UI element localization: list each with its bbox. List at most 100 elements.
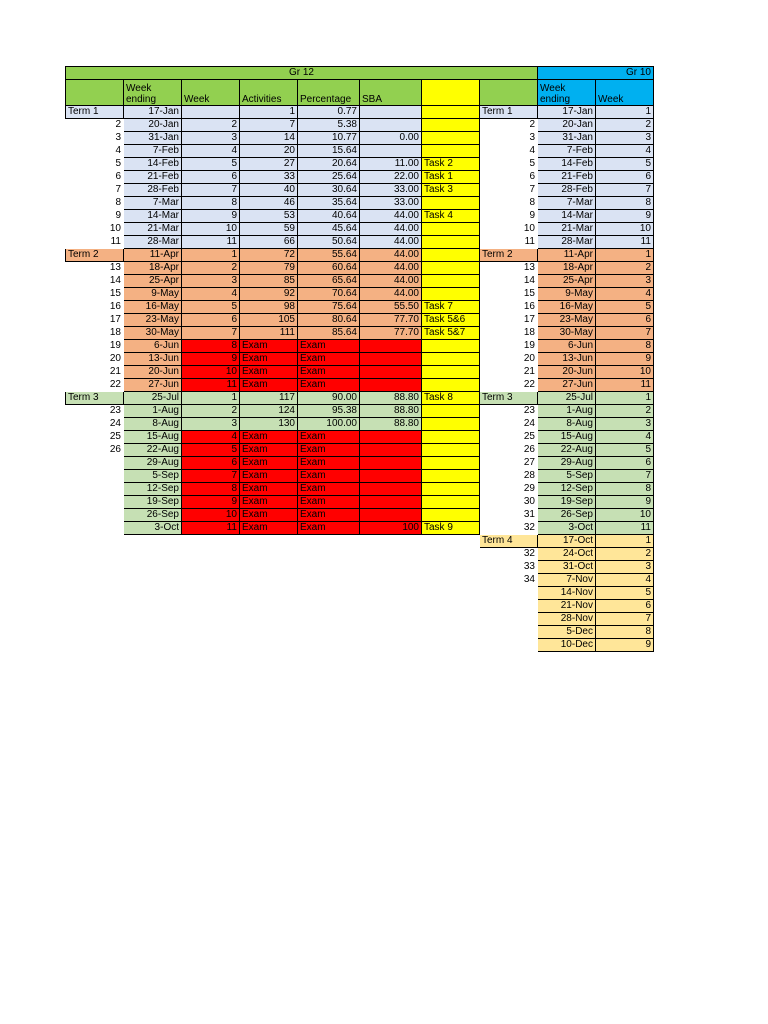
week-cell: 7 (181, 326, 240, 340)
empty-cell (422, 548, 480, 561)
empty-cell (66, 600, 124, 613)
row-number: 4 (115, 145, 121, 157)
percentage-cell: 25.64 (297, 170, 360, 184)
activities-cell: 59 (239, 222, 298, 236)
gr10-week-cell: 3 (595, 274, 654, 288)
gr10-col-header-week-ending: Week ending (537, 79, 596, 106)
table-row: Term 1 17-Jan 1 0.77 Term 1 17-Jan 1 (65, 105, 654, 119)
gr10-week-cell: 8 (595, 482, 654, 496)
row-number: 15 (109, 288, 121, 300)
table-row: 24 8-Aug 3 130 100.00 88.80 24 8-Aug 3 (66, 417, 654, 431)
gr10-week-ending-cell: 7-Feb (537, 144, 596, 158)
table-row: 12-Sep 8 Exam Exam 29 12-Sep 8 (66, 482, 654, 496)
week-cell: 4 (181, 430, 240, 444)
sba-cell: 0.00 (359, 131, 422, 145)
gr10-week-cell: 5 (595, 443, 654, 457)
week-cell: 6 (181, 170, 240, 184)
week-ending-cell: 28-Feb (123, 183, 182, 197)
activities-cell: 130 (239, 417, 298, 431)
activities-cell: Exam (239, 378, 298, 392)
week-ending-cell: 16-May (123, 300, 182, 314)
activities-cell: 66 (239, 235, 298, 249)
gr10-row-number (480, 626, 538, 639)
gr10-week-cell: 7 (595, 612, 654, 626)
gr10-week-ending-cell: 10-Dec (537, 638, 596, 652)
gr10-term-label: Term 2 (479, 248, 538, 262)
week-cell: 7 (181, 469, 240, 483)
sba-cell: 33.00 (359, 196, 422, 210)
activities-cell: 53 (239, 209, 298, 223)
week-ending-cell: 21-Mar (123, 222, 182, 236)
week-ending-cell: 31-Jan (123, 131, 182, 145)
row-number: 17 (109, 314, 121, 326)
empty-cell (422, 626, 480, 639)
gr10-week-ending-cell: 30-May (537, 326, 596, 340)
percentage-cell: Exam (297, 482, 360, 496)
term-label: Term 3 (65, 391, 124, 405)
empty-cell (360, 561, 422, 574)
gr10-row-number: 10 (523, 223, 535, 235)
row-number: 7 (115, 184, 121, 196)
gr10-week-cell: 4 (595, 573, 654, 587)
gr10-week-cell: 11 (595, 235, 654, 249)
empty-cell (66, 561, 124, 574)
table-row: 26-Sep 10 Exam Exam 31 26-Sep 10 (66, 508, 654, 522)
week-cell: 10 (181, 365, 240, 379)
gr10-week-cell: 4 (595, 144, 654, 158)
task-cell (421, 469, 480, 483)
empty-cell (360, 613, 422, 626)
gr10-week-ending-cell: 25-Apr (537, 274, 596, 288)
percentage-cell: 50.64 (297, 235, 360, 249)
percentage-cell: Exam (297, 521, 360, 535)
row-number: 26 (109, 444, 121, 456)
gr10-row-number: 19 (523, 340, 535, 352)
gr10-week-ending-cell: 25-Jul (537, 391, 596, 405)
row-number: 2 (115, 119, 121, 131)
week-cell: 11 (181, 378, 240, 392)
empty-cell (240, 626, 298, 639)
task-cell (421, 417, 480, 431)
gr10-week-ending-cell: 26-Sep (537, 508, 596, 522)
table-row: 19-Sep 9 Exam Exam 30 19-Sep 9 (66, 495, 654, 509)
week-cell: 1 (181, 248, 240, 262)
table-row: 28-Nov 7 (66, 612, 654, 626)
activities-cell: 27 (239, 157, 298, 171)
gr10-row-number (480, 613, 538, 626)
gr10-week-ending-cell: 14-Mar (537, 209, 596, 223)
row-number: 8 (115, 197, 121, 209)
gr10-week-ending-cell: 15-Aug (537, 430, 596, 444)
gr10-week-ending-cell: 27-Jun (537, 378, 596, 392)
task-cell (421, 118, 480, 132)
activities-cell: 92 (239, 287, 298, 301)
gr10-row-number: 23 (523, 405, 535, 417)
gr10-title: Gr 10 (537, 66, 654, 80)
task-cell: Task 1 (421, 170, 480, 184)
sba-cell: 55.50 (359, 300, 422, 314)
week-cell: 3 (181, 417, 240, 431)
sba-cell (359, 118, 422, 132)
gr10-row-number: 18 (523, 327, 535, 339)
percentage-cell: Exam (297, 456, 360, 470)
gr10-week-ending-cell: 11-Apr (537, 248, 596, 262)
row-number: 22 (109, 379, 121, 391)
gr10-week-ending-cell: 19-Sep (537, 495, 596, 509)
table-row: 25 15-Aug 4 Exam Exam 25 15-Aug 4 (66, 430, 654, 444)
week-ending-cell: 30-May (123, 326, 182, 340)
empty-cell (240, 639, 298, 652)
task-cell: Task 8 (421, 391, 480, 405)
gr10-row-number: 31 (523, 509, 535, 521)
gr10-week-cell: 8 (595, 196, 654, 210)
percentage-cell: 20.64 (297, 157, 360, 171)
gr10-row-number: 32 (523, 548, 535, 560)
col-header-term (65, 79, 124, 106)
empty-cell (182, 535, 240, 548)
gr10-row-number (480, 600, 538, 613)
week-cell: 2 (181, 118, 240, 132)
gr10-week-ending-cell: 6-Jun (537, 339, 596, 353)
sba-cell: 88.80 (359, 391, 422, 405)
sba-cell: 44.00 (359, 274, 422, 288)
schedule-spreadsheet: Gr 12 Gr 10 Week ending Week Activities … (65, 66, 654, 652)
task-cell (421, 196, 480, 210)
row-number: 18 (109, 327, 121, 339)
table-row: 11 28-Mar 11 66 50.64 44.00 11 28-Mar 11 (66, 235, 654, 249)
